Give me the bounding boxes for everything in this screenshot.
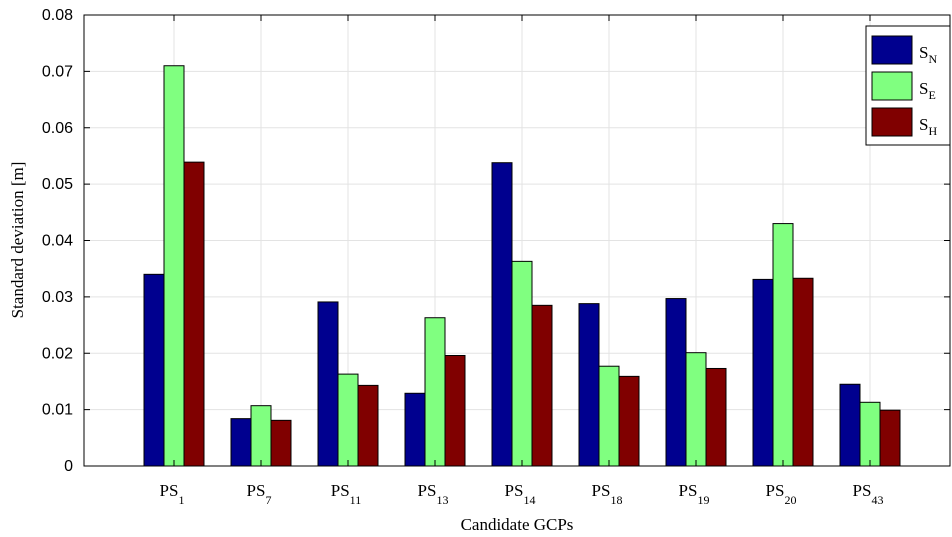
legend-label: SE xyxy=(919,79,936,102)
y-axis-title: Standard deviation [m] xyxy=(8,162,27,319)
y-tick-label: 0.06 xyxy=(42,120,73,137)
legend-label: SH xyxy=(919,115,937,138)
bar-SE-PS19 xyxy=(685,352,707,467)
x-tick-label: PS20 xyxy=(766,481,797,507)
legend-swatch xyxy=(871,71,913,101)
bar-SN-PS11 xyxy=(317,301,339,467)
bar-SN-PS19 xyxy=(665,298,687,467)
bar-SE-PS7 xyxy=(250,405,272,467)
bar-SN-PS43 xyxy=(839,383,861,467)
x-tick-label: PS14 xyxy=(505,481,536,507)
bar-SE-PS14 xyxy=(511,260,533,467)
bar-SH-PS19 xyxy=(705,367,727,467)
bar-SH-PS20 xyxy=(792,277,814,467)
x-tick-label: PS1 xyxy=(160,481,185,507)
x-tick-label: PS13 xyxy=(418,481,449,507)
x-tick-label: PS7 xyxy=(247,481,272,507)
x-tick-label: PS43 xyxy=(853,481,884,507)
y-tick-label: 0.03 xyxy=(42,289,73,306)
bar-SH-PS1 xyxy=(183,161,205,467)
x-tick-label: PS18 xyxy=(592,481,623,507)
y-tick-label: 0.05 xyxy=(42,176,73,193)
y-tick-label: 0.01 xyxy=(42,402,73,419)
bar-SH-PS14 xyxy=(531,304,553,467)
bar-SH-PS43 xyxy=(879,409,901,467)
bar-SH-PS11 xyxy=(357,384,379,467)
y-tick-label: 0.08 xyxy=(42,7,73,24)
bar-SH-PS13 xyxy=(444,355,466,467)
x-axis-ticks: PS1 PS7 PS11 PS13 PS14 PS18 PS19 PS20 PS43 xyxy=(160,15,884,507)
bar-SN-PS7 xyxy=(230,418,252,467)
x-tick-label: PS11 xyxy=(331,481,361,507)
bar-SH-PS18 xyxy=(618,375,640,467)
legend-label: SN xyxy=(919,43,937,66)
bar-SE-PS13 xyxy=(424,317,446,467)
y-tick-label: 0.02 xyxy=(42,345,73,362)
bar-SN-PS20 xyxy=(752,278,774,467)
bar-SN-PS13 xyxy=(404,392,426,467)
x-axis-title: Candidate GCPs xyxy=(461,515,574,534)
bar-SE-PS1 xyxy=(163,65,185,467)
bar-SN-PS1 xyxy=(143,273,165,467)
bar-SE-PS11 xyxy=(337,373,359,467)
bar-SN-PS18 xyxy=(578,303,600,467)
x-tick-label: PS19 xyxy=(679,481,710,507)
bar-SH-PS7 xyxy=(270,419,292,467)
bars xyxy=(143,65,901,467)
legend: SN SE SH xyxy=(865,25,951,146)
bar-SN-PS14 xyxy=(491,162,513,467)
bar-SE-PS20 xyxy=(772,223,794,467)
y-tick-label: 0 xyxy=(64,458,73,475)
bar-SE-PS43 xyxy=(859,401,881,467)
y-tick-label: 0.07 xyxy=(42,63,73,80)
legend-swatch xyxy=(871,35,913,65)
bar-SE-PS18 xyxy=(598,365,620,467)
y-tick-label: 0.04 xyxy=(42,233,73,250)
legend-swatch xyxy=(871,107,913,137)
